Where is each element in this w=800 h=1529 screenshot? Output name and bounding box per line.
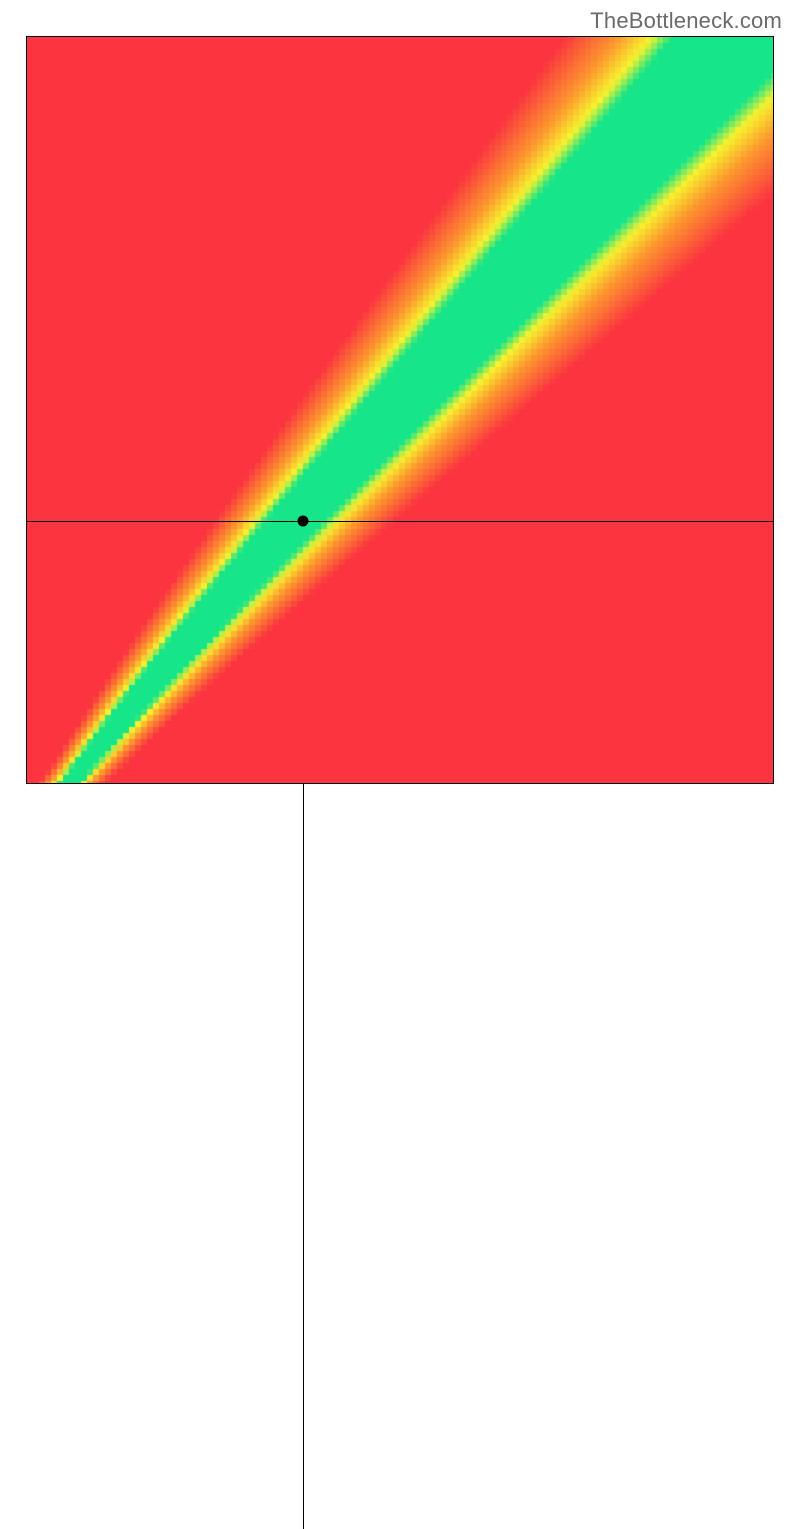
marker-dot: [298, 516, 309, 527]
heatmap-plot: [26, 36, 774, 784]
crosshair-horizontal: [27, 521, 773, 522]
crosshair-vertical: [303, 783, 304, 1529]
heatmap-canvas: [27, 37, 773, 783]
watermark-text: TheBottleneck.com: [590, 8, 782, 34]
